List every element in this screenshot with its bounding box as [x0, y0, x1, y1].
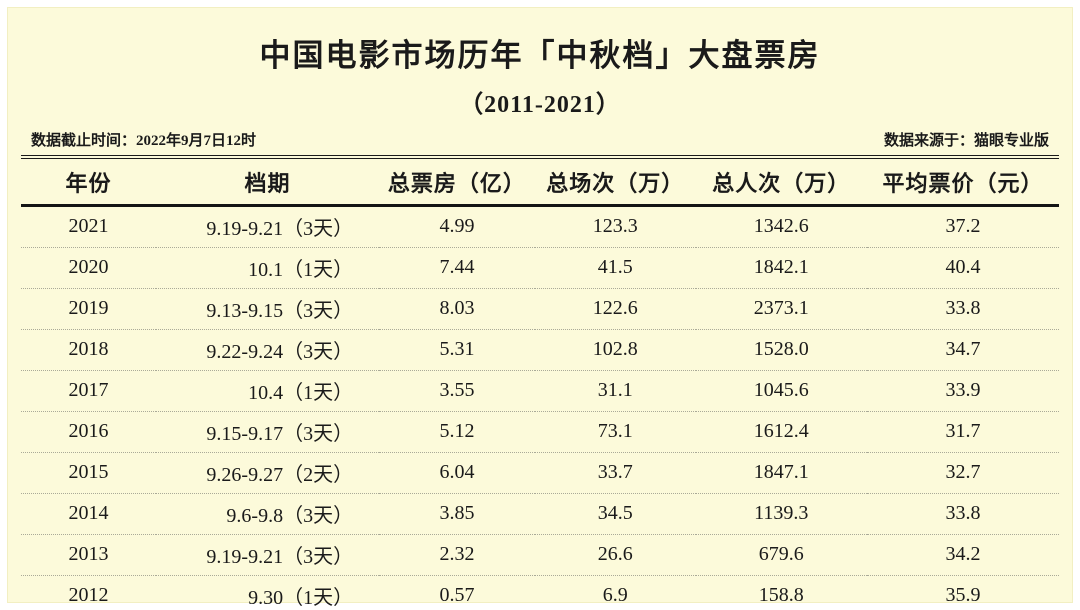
period-cell: 9.26-9.27（2天）	[155, 452, 380, 494]
data-cutoff-label: 数据截止时间：2022年9月7日12时	[31, 133, 257, 149]
period-cell: 10.4（1天）	[155, 370, 380, 412]
year-cell: 2016	[21, 411, 156, 453]
sessions-cell: 41.5	[534, 247, 696, 289]
column-header: 档期	[155, 159, 380, 207]
avg-price-cell: 34.2	[866, 534, 1059, 576]
meta-row: 数据截止时间：2022年9月7日12时 数据来源于：猫眼专业版	[21, 129, 1059, 159]
table-content: 数据截止时间：2022年9月7日12时 数据来源于：猫眼专业版 年份 档期 总票房（…	[21, 129, 1059, 610]
table-row: 2019 9.13-9.15（3天） 8.03 122.6 2373.1 33.8	[21, 288, 1059, 330]
box-office-cell: 2.32	[379, 534, 535, 576]
sessions-cell: 123.3	[592, 215, 638, 237]
header-row: 年份 档期 总票房（亿） 总场次（万） 总人次（万） 平均票价（元）	[21, 159, 1059, 207]
sessions-cell: 31.1	[534, 370, 696, 412]
column-header: 年份	[21, 159, 156, 207]
table-row: 2015 9.26-9.27（2天） 6.04 33.7 1847.1 32.7	[21, 452, 1059, 494]
avg-price-cell: 40.4	[866, 247, 1059, 289]
admissions-cell: 1528.0	[695, 329, 867, 371]
box-office-cell: 5.12	[379, 411, 535, 453]
table-row: 2021 9.19-9.21（3天） 4.99 123.3 1342.6 37.2	[21, 206, 1059, 248]
avg-price-cell: 31.7	[866, 411, 1059, 453]
admissions-cell: 2373.1	[695, 288, 867, 330]
box-office-cell: 6.04	[379, 452, 535, 494]
admissions-cell: 679.6	[695, 534, 867, 576]
table-row: 2020 10.1（1天） 7.44 41.5 1842.1 40.4	[21, 247, 1059, 289]
admissions-cell: 1139.3	[695, 493, 867, 535]
period-cell: 9.22-9.24（3天）	[155, 329, 380, 371]
year-cell: 2014	[21, 493, 156, 535]
sessions-cell: 122.6	[534, 288, 696, 330]
table-row: 2016 9.15-9.17（3天） 5.12 73.1 1612.4 31.7	[21, 411, 1059, 453]
table-card: 中国电影市场历年「中秋档」大盘票房 （2011-2021） 数据截止时间：202…	[7, 7, 1073, 610]
sessions-cell: 33.7	[534, 452, 696, 494]
avg-price-cell: 35.9	[866, 575, 1059, 610]
table-header: 年份 档期 总票房（亿） 总场次（万） 总人次（万） 平均票价（元）	[21, 159, 1059, 207]
sessions-cell: 26.6	[534, 534, 696, 576]
avg-price-cell: 32.7	[866, 452, 1059, 494]
table-row: 2014 9.6-9.8（3天） 3.85 34.5 1139.3 33.8	[21, 493, 1059, 535]
avg-price-cell: 33.9	[866, 370, 1059, 412]
year-cell: 2021	[68, 215, 109, 237]
year-cell: 2017	[21, 370, 156, 412]
admissions-cell: 1612.4	[695, 411, 867, 453]
table-row: 2018 9.22-9.24（3天） 5.31 102.8 1528.0 34.7	[21, 329, 1059, 371]
year-cell: 2020	[21, 247, 156, 289]
year-cell: 2015	[21, 452, 156, 494]
avg-price-cell: 33.8	[866, 288, 1059, 330]
box-office-cell: 0.57	[379, 575, 535, 610]
admissions-cell: 1342.6	[753, 215, 809, 237]
box-office-cell: 5.31	[379, 329, 535, 371]
year-cell: 2019	[21, 288, 156, 330]
table-body: 2021 9.19-9.21（3天） 4.99 123.3 1342.6 37.2 2020…	[21, 206, 1059, 610]
year-cell: 2012	[21, 575, 156, 610]
admissions-cell: 1045.6	[695, 370, 867, 412]
year-cell: 2018	[21, 329, 156, 371]
box-office-cell: 3.55	[379, 370, 535, 412]
period-cell: 9.19-9.21（3天）	[155, 534, 380, 576]
page-subtitle: （2011-2021）	[459, 92, 621, 118]
page-title: 中国电影市场历年「中秋档」大盘票房	[259, 38, 821, 73]
period-cell: 9.15-9.17（3天）	[155, 411, 380, 453]
column-header: 总票房（亿）	[379, 159, 535, 207]
table-row: 2012 9.30（1天） 0.57 6.9 158.8 35.9	[21, 575, 1059, 610]
avg-price-cell: 37.2	[945, 215, 981, 237]
sessions-cell: 6.9	[534, 575, 696, 610]
admissions-cell: 1847.1	[695, 452, 867, 494]
sessions-cell: 34.5	[534, 493, 696, 535]
column-header: 总场次（万）	[534, 159, 696, 207]
period-cell: 9.30（1天）	[155, 575, 380, 610]
box-office-table: 年份 档期 总票房（亿） 总场次（万） 总人次（万） 平均票价（元） 2021 9.19-9…	[21, 159, 1059, 610]
period-cell: 10.1（1天）	[155, 247, 380, 289]
box-office-cell: 7.44	[379, 247, 535, 289]
data-source-label: 数据来源于：猫眼专业版	[883, 133, 1049, 149]
period-cell: 9.13-9.15（3天）	[155, 288, 380, 330]
box-office-cell: 3.85	[379, 493, 535, 535]
table-row: 2017 10.4（1天） 3.55 31.1 1045.6 33.9	[21, 370, 1059, 412]
box-office-cell: 4.99	[439, 215, 475, 237]
sessions-cell: 73.1	[534, 411, 696, 453]
table-row: 2013 9.19-9.21（3天） 2.32 26.6 679.6 34.2	[21, 534, 1059, 576]
period-cell: 9.6-9.8（3天）	[155, 493, 380, 535]
sessions-cell: 102.8	[534, 329, 696, 371]
avg-price-cell: 33.8	[866, 493, 1059, 535]
period-cell: 9.19-9.21（3天）	[206, 218, 354, 240]
avg-price-cell: 34.7	[866, 329, 1059, 371]
box-office-cell: 8.03	[379, 288, 535, 330]
admissions-cell: 1842.1	[695, 247, 867, 289]
column-header: 平均票价（元）	[866, 159, 1059, 207]
column-header: 总人次（万）	[695, 159, 867, 207]
year-cell: 2013	[21, 534, 156, 576]
admissions-cell: 158.8	[695, 575, 867, 610]
